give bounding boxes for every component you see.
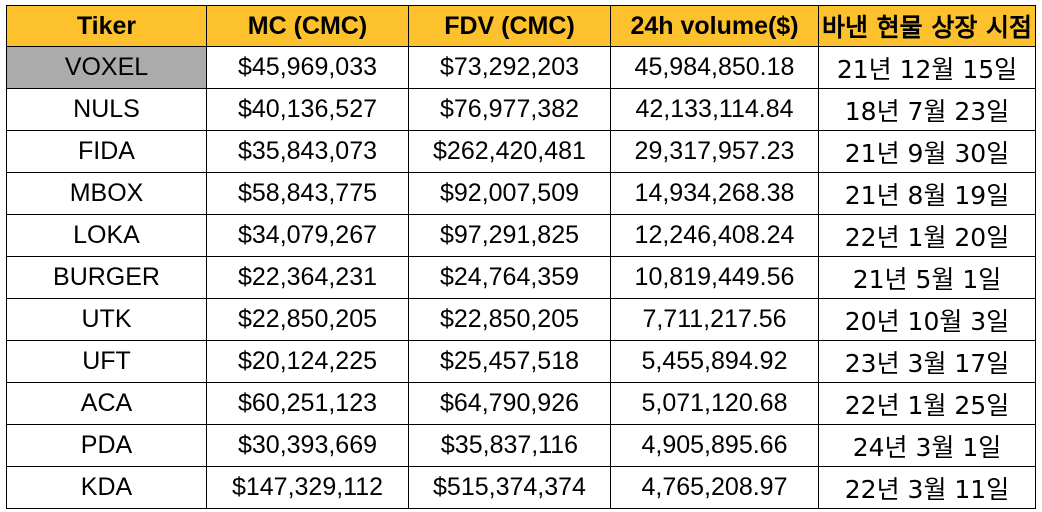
cell-fdv[interactable]: $515,374,374 xyxy=(408,466,611,509)
cell-ticker[interactable]: ACA xyxy=(6,382,207,425)
table-row: ACA $60,251,123 $64,790,926 5,071,120.68 22년… xyxy=(6,382,1036,425)
cell-market-cap[interactable]: $58,843,775 xyxy=(206,172,409,215)
cell-listing-date[interactable]: 21년 5월 1일 xyxy=(818,256,1036,299)
cell-24h-volume[interactable]: 7,711,217.56 xyxy=(610,298,819,341)
cell-24h-volume[interactable]: 5,455,894.92 xyxy=(610,340,819,383)
header-cell-binance-spot-listing-date[interactable]: 바낸 현물 상장 시점 xyxy=(818,5,1036,47)
table-row: KDA $147,329,112 $515,374,374 4,765,208.97 2… xyxy=(6,466,1036,509)
table-row: UFT $20,124,225 $25,457,518 5,455,894.92 23년… xyxy=(6,340,1036,383)
table-row: NULS $40,136,527 $76,977,382 42,133,114.84 1… xyxy=(6,88,1036,131)
cell-listing-date[interactable]: 24년 3월 1일 xyxy=(818,424,1036,467)
cell-fdv[interactable]: $35,837,116 xyxy=(408,424,611,467)
header-cell-24h-volume[interactable]: 24h volume($) xyxy=(610,5,819,47)
cell-ticker[interactable]: LOKA xyxy=(6,214,207,257)
cell-fdv[interactable]: $262,420,481 xyxy=(408,130,611,173)
cell-ticker[interactable]: MBOX xyxy=(6,172,207,215)
header-cell-fdv[interactable]: FDV (CMC) xyxy=(408,5,611,47)
cell-market-cap[interactable]: $147,329,112 xyxy=(206,466,409,509)
cell-listing-date[interactable]: 23년 3월 17일 xyxy=(818,340,1036,383)
cell-listing-date[interactable]: 22년 3월 11일 xyxy=(818,466,1036,509)
cell-24h-volume[interactable]: 4,765,208.97 xyxy=(610,466,819,509)
table-row: PDA $30,393,669 $35,837,116 4,905,895.66 24년… xyxy=(6,424,1036,467)
cell-listing-date[interactable]: 22년 1월 25일 xyxy=(818,382,1036,425)
cell-24h-volume[interactable]: 10,819,449.56 xyxy=(610,256,819,299)
cell-listing-date[interactable]: 22년 1월 20일 xyxy=(818,214,1036,257)
cell-fdv[interactable]: $73,292,203 xyxy=(408,46,611,89)
header-cell-market-cap[interactable]: MC (CMC) xyxy=(206,5,409,47)
table-row: UTK $22,850,205 $22,850,205 7,711,217.56 20년… xyxy=(6,298,1036,341)
cell-ticker-highlighted[interactable]: VOXEL xyxy=(6,46,207,89)
cell-listing-date[interactable]: 21년 9월 30일 xyxy=(818,130,1036,173)
cell-24h-volume[interactable]: 4,905,895.66 xyxy=(610,424,819,467)
cell-ticker[interactable]: BURGER xyxy=(6,256,207,299)
cell-fdv[interactable]: $25,457,518 xyxy=(408,340,611,383)
cell-ticker[interactable]: UTK xyxy=(6,298,207,341)
cell-market-cap[interactable]: $45,969,033 xyxy=(206,46,409,89)
cell-fdv[interactable]: $92,007,509 xyxy=(408,172,611,215)
table-row: VOXEL $45,969,033 $73,292,203 45,984,850.18… xyxy=(6,46,1036,89)
cell-market-cap[interactable]: $35,843,073 xyxy=(206,130,409,173)
cell-market-cap[interactable]: $30,393,669 xyxy=(206,424,409,467)
cell-ticker[interactable]: FIDA xyxy=(6,130,207,173)
cell-fdv[interactable]: $24,764,359 xyxy=(408,256,611,299)
cell-24h-volume[interactable]: 12,246,408.24 xyxy=(610,214,819,257)
cell-market-cap[interactable]: $22,364,231 xyxy=(206,256,409,299)
cell-ticker[interactable]: PDA xyxy=(6,424,207,467)
cell-listing-date[interactable]: 18년 7월 23일 xyxy=(818,88,1036,131)
table-row: MBOX $58,843,775 $92,007,509 14,934,268.38 2… xyxy=(6,172,1036,215)
cell-market-cap[interactable]: $34,079,267 xyxy=(206,214,409,257)
cell-market-cap[interactable]: $60,251,123 xyxy=(206,382,409,425)
table-body: VOXEL $45,969,033 $73,292,203 45,984,850.18… xyxy=(6,46,1036,509)
cell-fdv[interactable]: $76,977,382 xyxy=(408,88,611,131)
header-row: Tiker MC (CMC) FDV (CMC) 24h volume($) 바… xyxy=(6,5,1036,47)
cell-market-cap[interactable]: $40,136,527 xyxy=(206,88,409,131)
cell-ticker[interactable]: UFT xyxy=(6,340,207,383)
cell-listing-date[interactable]: 20년 10월 3일 xyxy=(818,298,1036,341)
cell-listing-date[interactable]: 21년 12월 15일 xyxy=(818,46,1036,89)
header-cell-ticker[interactable]: Tiker xyxy=(6,5,207,47)
cell-24h-volume[interactable]: 45,984,850.18 xyxy=(610,46,819,89)
cell-ticker[interactable]: KDA xyxy=(6,466,207,509)
table-row: FIDA $35,843,073 $262,420,481 29,317,957.23… xyxy=(6,130,1036,173)
token-listing-table: Tiker MC (CMC) FDV (CMC) 24h volume($) 바… xyxy=(6,5,1036,509)
cell-24h-volume[interactable]: 5,071,120.68 xyxy=(610,382,819,425)
cell-market-cap[interactable]: $20,124,225 xyxy=(206,340,409,383)
cell-fdv[interactable]: $97,291,825 xyxy=(408,214,611,257)
cell-ticker[interactable]: NULS xyxy=(6,88,207,131)
cell-market-cap[interactable]: $22,850,205 xyxy=(206,298,409,341)
table-row: LOKA $34,079,267 $97,291,825 12,246,408.24 2… xyxy=(6,214,1036,257)
cell-listing-date[interactable]: 21년 8월 19일 xyxy=(818,172,1036,215)
cell-24h-volume[interactable]: 42,133,114.84 xyxy=(610,88,819,131)
table-row: BURGER $22,364,231 $24,764,359 10,819,449.5… xyxy=(6,256,1036,299)
spreadsheet-sheet: Tiker MC (CMC) FDV (CMC) 24h volume($) 바… xyxy=(6,5,1036,509)
cell-fdv[interactable]: $22,850,205 xyxy=(408,298,611,341)
cell-24h-volume[interactable]: 14,934,268.38 xyxy=(610,172,819,215)
cell-fdv[interactable]: $64,790,926 xyxy=(408,382,611,425)
cell-24h-volume[interactable]: 29,317,957.23 xyxy=(610,130,819,173)
